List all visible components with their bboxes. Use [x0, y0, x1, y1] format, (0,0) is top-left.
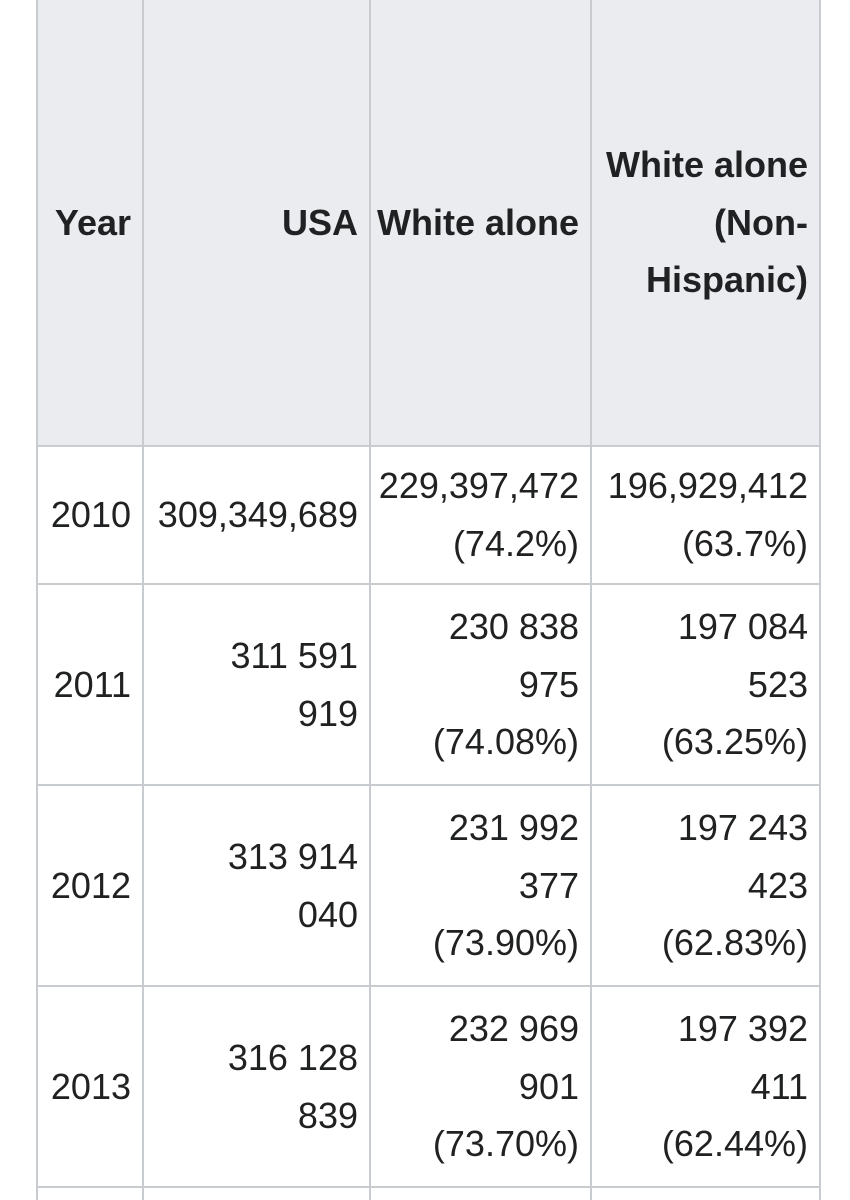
table-row-partial [36, 1186, 821, 1200]
cell-white-alone: 230 838 975 (74.08%) [369, 583, 592, 786]
cell-usa: 316 128 839 [142, 985, 371, 1188]
col-header-usa: USA [142, 0, 371, 447]
table-row: 2010 309,349,689 229,397,472 (74.2%) 196… [36, 445, 821, 585]
table-row: 2012 313 914 040 231 992 377 (73.90%) 19… [36, 784, 821, 987]
cell-year: 2011 [36, 583, 144, 786]
table-row: 2011 311 591 919 230 838 975 (74.08%) 19… [36, 583, 821, 786]
cell-white-alone-non-hispanic [590, 1186, 821, 1200]
cell-white-alone-non-hispanic: 197 243 423 (62.83%) [590, 784, 821, 987]
cell-usa: 311 591 919 [142, 583, 371, 786]
cell-usa [142, 1186, 371, 1200]
cell-usa: 309,349,689 [142, 445, 371, 585]
col-header-white-alone: White alone [369, 0, 592, 447]
cell-white-alone: 229,397,472 (74.2%) [369, 445, 592, 585]
cell-white-alone: 232 969 901 (73.70%) [369, 985, 592, 1188]
cell-year: 2012 [36, 784, 144, 987]
cell-white-alone-non-hispanic: 197 392 411 (62.44%) [590, 985, 821, 1188]
table-row: 2013 316 128 839 232 969 901 (73.70%) 19… [36, 985, 821, 1188]
cell-year [36, 1186, 144, 1200]
cell-year: 2013 [36, 985, 144, 1188]
population-table: Year USA White alone White alone (Non- H… [36, 0, 821, 1200]
col-header-year: Year [36, 0, 144, 447]
cell-white-alone-non-hispanic: 197 084 523 (63.25%) [590, 583, 821, 786]
cell-white-alone [369, 1186, 592, 1200]
cell-usa: 313 914 040 [142, 784, 371, 987]
col-header-white-alone-non-hispanic: White alone (Non- Hispanic) [590, 0, 821, 447]
cell-white-alone: 231 992 377 (73.90%) [369, 784, 592, 987]
cell-year: 2010 [36, 445, 144, 585]
cell-white-alone-non-hispanic: 196,929,412 (63.7%) [590, 445, 821, 585]
table-header-row: Year USA White alone White alone (Non- H… [36, 0, 821, 447]
